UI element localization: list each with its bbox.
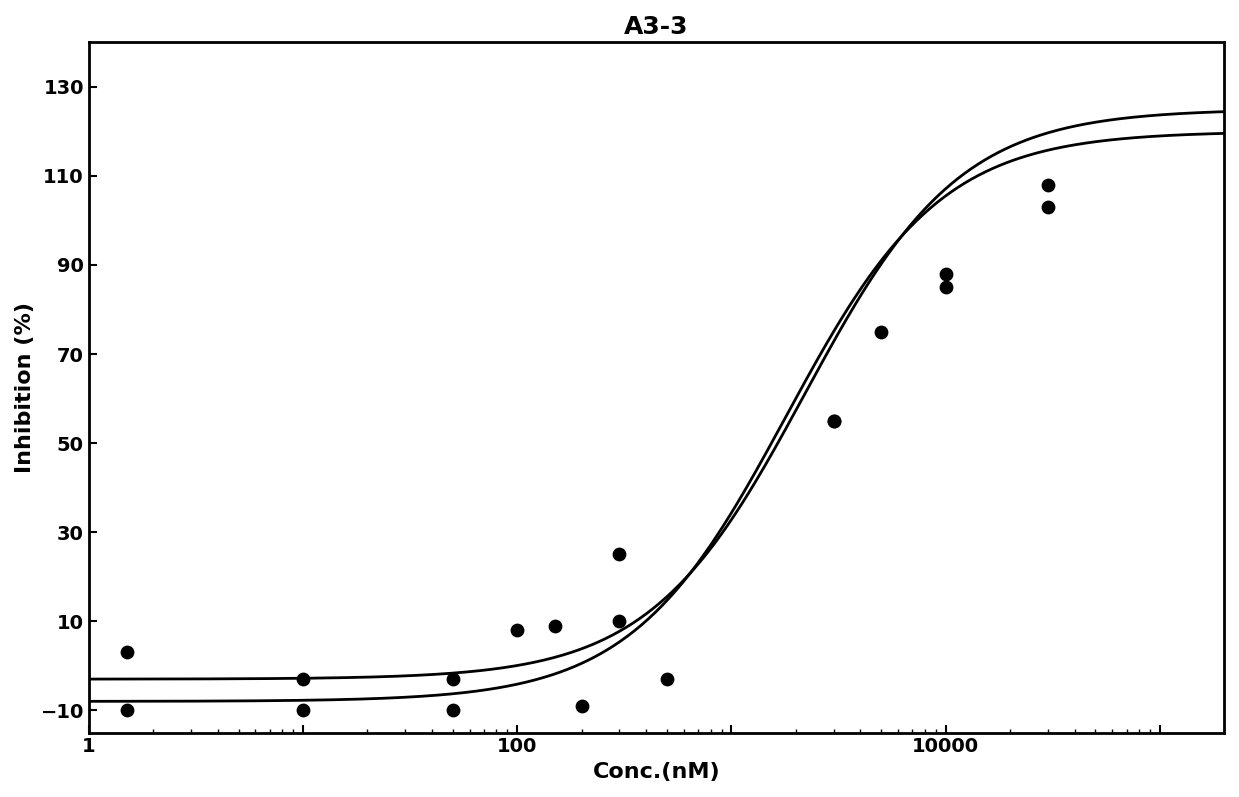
Point — [116, 704, 136, 717]
Point — [442, 704, 462, 717]
Point — [116, 646, 136, 659]
Point — [935, 281, 955, 293]
Point — [657, 673, 676, 685]
Point — [824, 414, 844, 427]
Point — [824, 414, 844, 427]
Point — [571, 700, 591, 713]
Point — [545, 619, 565, 632]
X-axis label: Conc.(nM): Conc.(nM) — [592, 762, 720, 782]
Y-axis label: Inhibition (%): Inhibition (%) — [15, 302, 35, 473]
Point — [294, 704, 313, 717]
Point — [935, 268, 955, 281]
Point — [507, 624, 527, 637]
Title: A3-3: A3-3 — [624, 15, 689, 39]
Point — [1038, 201, 1058, 214]
Point — [871, 325, 891, 338]
Point — [610, 548, 629, 561]
Point — [1038, 179, 1058, 191]
Point — [610, 614, 629, 627]
Point — [294, 673, 313, 685]
Point — [442, 673, 462, 685]
